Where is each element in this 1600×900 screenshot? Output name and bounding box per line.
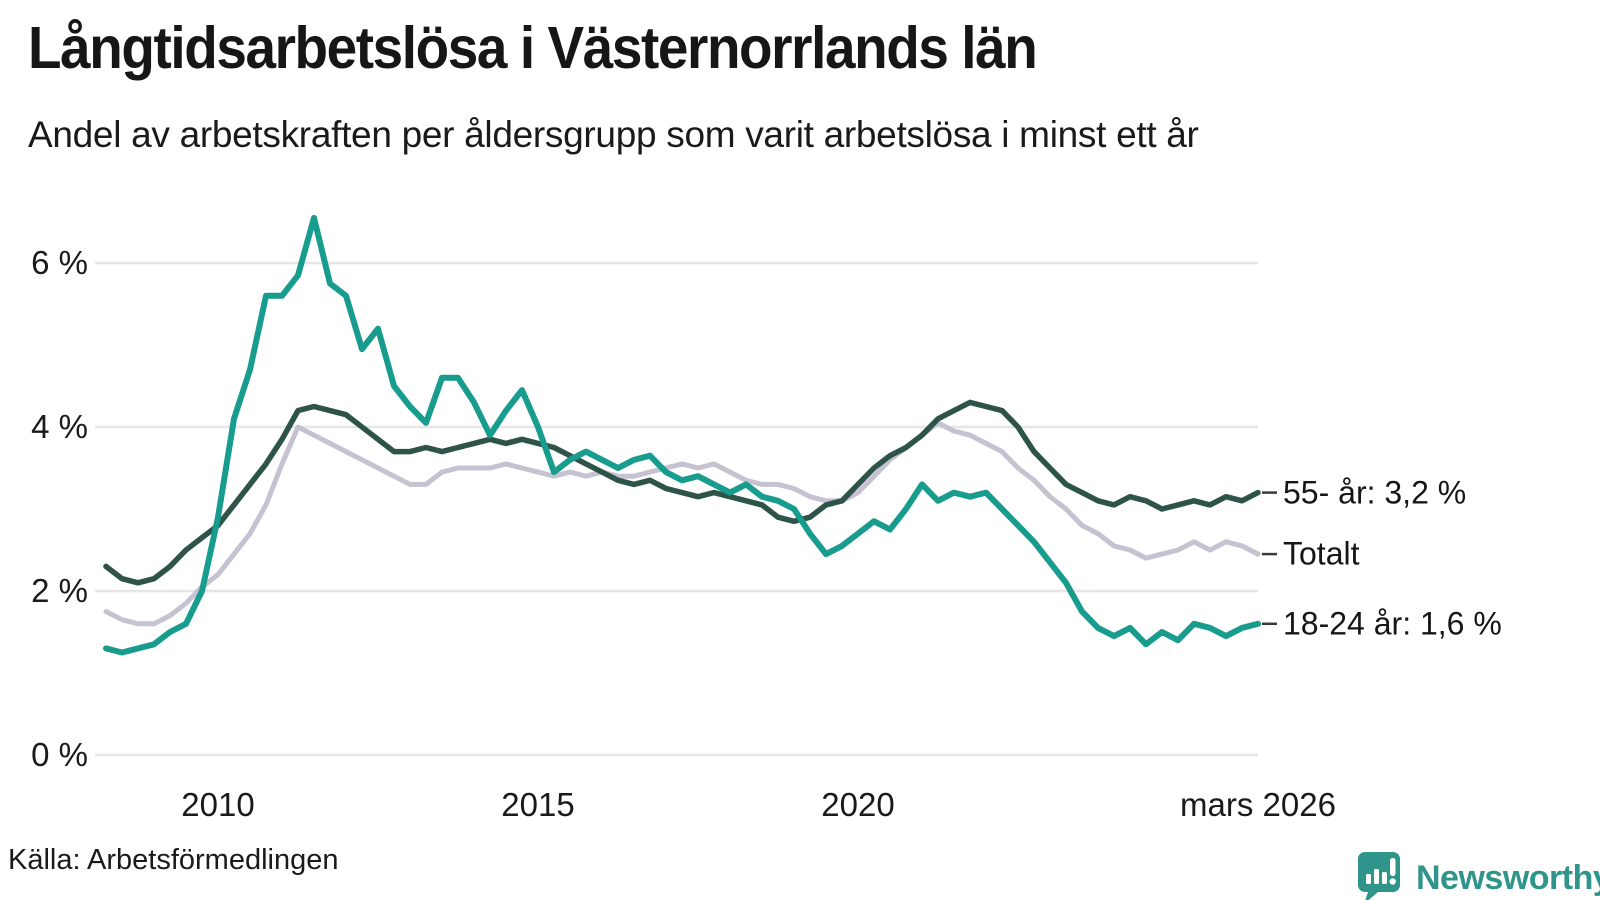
x-tick-mars-2026: mars 2026 xyxy=(1180,786,1336,823)
series-label-55-ar: 55- år: 3,2 % xyxy=(1283,474,1467,511)
series-label-18-24-ar: 18-24 år: 1,6 % xyxy=(1283,605,1502,642)
series-label-totalt: Totalt xyxy=(1283,535,1360,572)
newsworthy-speech-bubble-barchart-icon xyxy=(1358,852,1400,900)
y-tick-2pct: 2 % xyxy=(31,572,88,609)
series-line-55-r xyxy=(103,399,1261,586)
y-tick-4pct: 4 % xyxy=(31,408,88,445)
page-subtitle: Andel av arbetskraften per åldersgrupp s… xyxy=(28,114,1199,155)
source-note: Källa: Arbetsförmedlingen xyxy=(8,844,339,876)
x-tick-2020: 2020 xyxy=(821,786,895,823)
page-title: Långtidsarbetslösa i Västernorrlands län xyxy=(28,15,1038,81)
y-tick-6pct: 6 % xyxy=(31,244,88,281)
series-line-18-24-r xyxy=(103,214,1261,656)
newsworthy-wordmark: Newsworthy xyxy=(1416,858,1600,897)
y-axis: 0 % 2 % 4 % 6 % xyxy=(0,0,88,900)
y-tick-0pct: 0 % xyxy=(31,736,88,773)
series-line-totalt xyxy=(103,420,1261,627)
x-tick-2015: 2015 xyxy=(501,786,575,823)
newsworthy-logo: Newsworthy xyxy=(1356,850,1600,900)
x-tick-2010: 2010 xyxy=(181,786,255,823)
